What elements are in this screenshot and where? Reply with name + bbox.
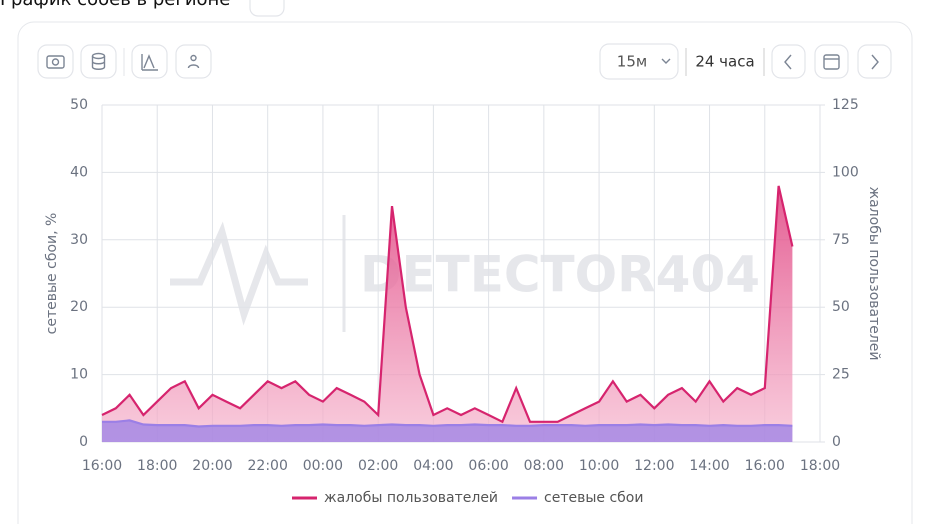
line <box>102 419 793 428</box>
range[interactable]: 24 часа <box>695 53 754 71</box>
y2-tick-label: 0 <box>832 434 841 450</box>
plot: DETECTOR404 0 10 20 30 40 50 0 25 50 75 100 125 16:00… <box>44 97 882 506</box>
y-tick-label: 20 <box>70 299 88 315</box>
watermark-logo <box>170 221 308 326</box>
x-tick-label: 06:00 <box>468 458 508 474</box>
y2-tick-label: 50 <box>832 299 850 315</box>
y2-tick-label: 125 <box>832 97 859 113</box>
y-tick-label: 50 <box>70 97 88 113</box>
calendar-button[interactable] <box>814 44 849 79</box>
interval-select[interactable] <box>599 43 679 80</box>
y-tick-label: 0 <box>79 434 88 450</box>
x-tick-label: 10:00 <box>579 458 619 474</box>
area <box>102 185 793 442</box>
x-tick-label: 22:00 <box>248 458 288 474</box>
y-tick-label: 10 <box>70 367 88 383</box>
user-button[interactable] <box>175 44 212 79</box>
x-tick-label: 16:00 <box>745 458 785 474</box>
y2-tick-label: 75 <box>832 232 850 248</box>
camera-button[interactable] <box>37 44 74 79</box>
x-tick-label: 02:00 <box>358 458 398 474</box>
x-tick-label: 04:00 <box>413 458 453 474</box>
chart-button[interactable] <box>131 44 168 79</box>
prev-button[interactable] <box>771 44 806 79</box>
interval: 15м <box>617 53 647 71</box>
x-tick-label: 12:00 <box>634 458 674 474</box>
y2-axis-title: жалобы пользователей <box>866 186 882 360</box>
legend-label: жалобы пользователей <box>324 490 498 506</box>
y-tick-label: 30 <box>70 232 88 248</box>
page-title: График сбоев в регионе <box>0 0 230 10</box>
x-tick-label: 16:00 <box>82 458 122 474</box>
watermark: DETECTOR404 <box>360 246 760 304</box>
line <box>101 185 794 424</box>
x-tick-label: 00:00 <box>303 458 343 474</box>
title-button[interactable] <box>249 0 285 17</box>
x-tick-label: 14:00 <box>689 458 729 474</box>
next-button[interactable] <box>857 44 892 79</box>
legend-label: сетевые сбои <box>544 490 643 506</box>
y2-tick-label: 100 <box>832 164 859 180</box>
y-axis-title: сетевые сбои, % <box>44 213 60 335</box>
x-tick-label: 18:00 <box>137 458 177 474</box>
db-button[interactable] <box>80 44 117 79</box>
toolbar: 15м 24 часа <box>37 43 892 80</box>
y-tick-label: 40 <box>70 164 88 180</box>
x-tick-label: 20:00 <box>192 458 232 474</box>
y2-tick-label: 25 <box>832 367 850 383</box>
x-tick-label: 08:00 <box>524 458 564 474</box>
x-tick-label: 18:00 <box>800 458 840 474</box>
